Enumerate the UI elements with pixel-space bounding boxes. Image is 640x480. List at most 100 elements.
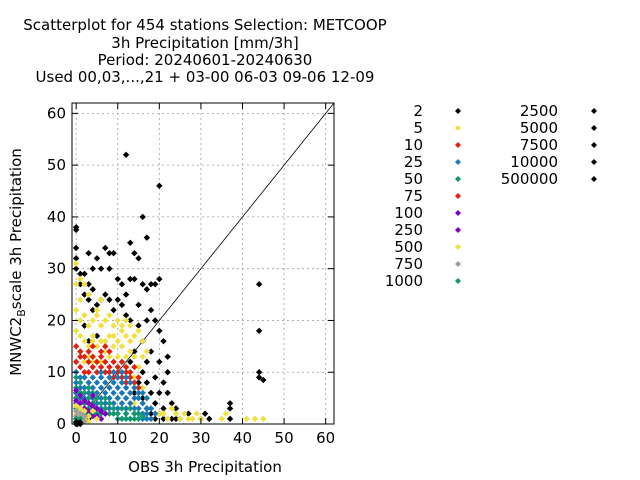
series-100 — [72, 387, 109, 423]
point-5-30 — [89, 337, 96, 345]
point-5-5 — [81, 312, 88, 319]
point-5-4 — [77, 317, 84, 324]
chart-title: Scatterplot for 454 stations Selection: … — [23, 16, 386, 86]
point-100-3 — [85, 400, 92, 407]
point-2-54 — [143, 317, 151, 324]
point-2-103 — [106, 265, 113, 272]
point-25-52 — [131, 405, 138, 412]
point-10-27 — [122, 379, 130, 386]
point-2-67 — [147, 410, 155, 417]
point-10-31 — [89, 343, 96, 350]
point-2-48 — [172, 405, 180, 412]
point-50-20 — [135, 410, 142, 417]
legend-col2-marker-1 — [591, 125, 597, 131]
point-100-2 — [81, 397, 88, 404]
point-25-14 — [131, 384, 138, 391]
point-25-35 — [143, 405, 151, 412]
point-2-31 — [147, 281, 155, 288]
point-10-13 — [127, 369, 134, 376]
point-5-65 — [218, 415, 225, 423]
legend-col1-marker-0 — [455, 108, 461, 114]
point-2-32 — [151, 281, 159, 288]
point-25-37 — [151, 410, 159, 417]
point-2-40 — [164, 369, 171, 376]
point-2-27 — [139, 213, 146, 221]
point-5-16 — [127, 322, 134, 329]
point-5-66 — [222, 410, 230, 417]
point-5-70 — [127, 337, 134, 345]
point-10-34 — [77, 353, 84, 360]
point-2-81 — [255, 369, 263, 376]
point-10-9 — [110, 358, 117, 366]
point-2-64 — [131, 389, 138, 397]
legend: 2510255075100250500750100025005000750010… — [385, 102, 597, 290]
point-5-37 — [97, 358, 105, 366]
legend-col1-marker-6 — [455, 210, 461, 216]
point-2-60 — [147, 389, 155, 397]
point-10-3 — [85, 358, 92, 366]
point-50-1 — [77, 379, 84, 386]
point-2-62 — [156, 358, 163, 366]
point-2-7 — [81, 270, 88, 278]
y-axis-label-sub: B — [15, 309, 28, 317]
point-5-22 — [122, 353, 130, 360]
point-10-20 — [93, 369, 101, 376]
point-25-20 — [81, 384, 88, 391]
point-2-57 — [127, 358, 134, 366]
point-750-0 — [72, 407, 80, 415]
data-points — [72, 151, 267, 428]
point-5-34 — [72, 327, 80, 335]
point-2-34 — [156, 275, 163, 283]
point-25-45 — [102, 400, 109, 407]
point-100-5 — [93, 405, 101, 412]
point-2-105 — [81, 291, 88, 298]
point-25-70 — [97, 369, 105, 376]
point-5-72 — [118, 327, 126, 335]
point-50-38 — [102, 394, 109, 402]
point-100-9 — [89, 413, 96, 420]
point-25-49 — [118, 400, 126, 407]
point-2-16 — [106, 249, 113, 257]
point-25-11 — [118, 379, 126, 386]
point-50-19 — [131, 410, 138, 417]
legend-col1-marker-5 — [455, 193, 461, 199]
y-tick-label-1: 10 — [47, 363, 66, 381]
point-2-94 — [89, 286, 96, 293]
point-5-13 — [114, 317, 121, 324]
point-5-58 — [172, 410, 180, 417]
point-500-0 — [72, 402, 80, 410]
point-25-32 — [131, 394, 138, 402]
point-25-1 — [77, 374, 84, 381]
point-50-34 — [122, 415, 130, 423]
point-2-23 — [131, 249, 138, 257]
point-5-14 — [118, 322, 126, 329]
point-10-2 — [81, 353, 88, 360]
point-2-77 — [226, 405, 234, 412]
legend-col1-label-4: 50 — [404, 170, 423, 188]
point-50-6 — [85, 394, 92, 402]
point-5-76 — [81, 281, 88, 288]
point-5-24 — [114, 337, 121, 345]
point-25-67 — [122, 374, 130, 381]
point-750-1 — [77, 410, 84, 417]
point-2-21 — [127, 275, 134, 283]
point-25-22 — [89, 384, 96, 391]
point-2-41 — [160, 379, 167, 386]
point-5-12 — [110, 322, 117, 329]
point-2-26 — [122, 151, 130, 158]
point-500-5 — [93, 415, 101, 423]
point-5-61 — [185, 415, 192, 423]
legend-col1-label-8: 500 — [394, 238, 423, 256]
y-tick-label-0: 0 — [56, 415, 66, 433]
y-axis-label: MNWC2Bscale 3h Precipitation — [7, 148, 28, 376]
legend-col1-marker-8 — [455, 244, 461, 250]
point-50-13 — [106, 400, 113, 407]
point-2-35 — [147, 306, 155, 314]
point-50-33 — [118, 415, 126, 423]
point-25-25 — [102, 389, 109, 397]
point-25-19 — [77, 384, 84, 391]
point-2-69 — [160, 405, 167, 412]
point-2-49 — [172, 415, 180, 423]
point-50-30 — [106, 410, 113, 417]
